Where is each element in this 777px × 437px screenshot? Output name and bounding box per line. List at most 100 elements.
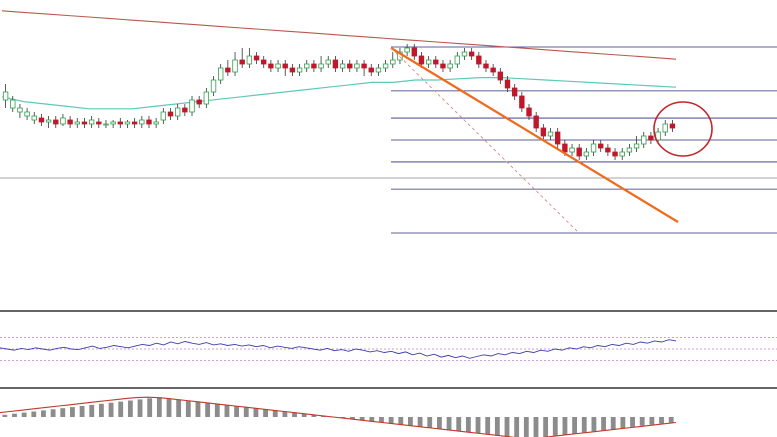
macd-histogram-bar-42 <box>408 417 413 426</box>
candle-body-91 <box>655 131 661 141</box>
macd-histogram-bar-7 <box>70 407 75 417</box>
candle-body-8 <box>60 117 66 125</box>
ema-fast-line <box>1 77 677 110</box>
candle-body-82 <box>590 143 597 153</box>
candle-body-65 <box>468 51 475 57</box>
candle-body-48 <box>347 63 353 69</box>
macd-histogram-bar-57 <box>552 417 558 436</box>
candle-body-72 <box>519 95 525 109</box>
rsi-line <box>0 339 677 359</box>
candle-body-29 <box>210 79 217 93</box>
macd-histogram-bar-11 <box>108 402 114 417</box>
macd-histogram-bar-36 <box>350 417 355 420</box>
macd-histogram-bar-48 <box>465 417 471 433</box>
candle-body-66 <box>476 55 482 65</box>
fibonacci-levels <box>391 46 777 234</box>
macd-histogram-bar-15 <box>147 398 153 417</box>
macd-histogram-bar-49 <box>475 417 481 434</box>
candle-body-19 <box>139 119 145 125</box>
macd-histogram-bar-20 <box>195 401 201 417</box>
macd-histogram-bar-26 <box>253 408 259 417</box>
rsi-panel <box>0 336 777 362</box>
candle-body-6 <box>45 119 52 123</box>
candle-body-75 <box>540 127 547 137</box>
descending-trendline <box>390 47 679 223</box>
candle-body-7 <box>53 119 59 125</box>
macd-histogram-bar-54 <box>523 417 529 437</box>
candle-body-36 <box>261 59 267 65</box>
macd-histogram-bar-52 <box>504 417 510 437</box>
candle-body-67 <box>483 63 489 69</box>
candle-body-37 <box>268 63 274 69</box>
candle-body-62 <box>447 63 453 69</box>
candle-body-92 <box>662 123 668 133</box>
candle-body-28 <box>203 91 210 105</box>
candle-body-71 <box>511 87 518 97</box>
candle-body-89 <box>641 135 647 145</box>
candle-body-26 <box>189 99 195 113</box>
candle-body-45 <box>325 59 331 65</box>
candle-body-51 <box>368 67 374 73</box>
candle-body-69 <box>497 71 504 81</box>
macd-histogram-bar-10 <box>98 403 104 417</box>
macd-histogram-bar-12 <box>118 401 124 417</box>
candle-body-43 <box>311 63 317 69</box>
candle-body-3 <box>24 111 30 117</box>
candle-body-78 <box>562 143 568 153</box>
trendlines <box>390 47 679 233</box>
macd-histogram-bar-28 <box>272 410 278 417</box>
candle-body-53 <box>382 63 389 69</box>
candle-body-64 <box>461 51 468 57</box>
candle-body-50 <box>361 63 367 69</box>
ema-slow-line <box>1 10 677 60</box>
candle-body-88 <box>633 143 640 149</box>
candle-body-4 <box>31 115 37 121</box>
macd-histogram-bar-24 <box>234 406 240 417</box>
macd-histogram-bar-41 <box>398 417 404 425</box>
candle-body-46 <box>332 59 339 69</box>
candle-body-35 <box>253 55 260 61</box>
candle-body-58 <box>418 55 425 65</box>
candle-body-68 <box>490 67 496 73</box>
macd-histogram-bar-63 <box>610 417 616 430</box>
macd-histogram-bar-31 <box>301 413 307 417</box>
macd-histogram-bar-19 <box>185 400 191 417</box>
candle-body-2 <box>17 107 23 113</box>
macd-histogram-bar-47 <box>456 417 462 432</box>
macd-histogram-bar-66 <box>639 417 645 426</box>
macd-histogram-bar-68 <box>659 417 664 424</box>
macd-histogram-bar-32 <box>311 414 317 417</box>
macd-histogram-bar-16 <box>156 397 162 417</box>
candle-body-74 <box>533 115 539 129</box>
candle-body-31 <box>225 67 231 73</box>
macd-histogram-bar-55 <box>533 417 539 437</box>
macd-histogram-bar-53 <box>514 417 520 437</box>
candle-body-86 <box>619 151 625 157</box>
candle-body-59 <box>425 59 432 65</box>
candle-body-18 <box>131 121 138 125</box>
candle-body-32 <box>232 59 238 73</box>
candle-body-23 <box>167 111 174 117</box>
macd-histogram-bar-64 <box>620 417 626 428</box>
macd-histogram-bar-5 <box>50 409 56 417</box>
candle-body-41 <box>296 67 303 73</box>
macd-histogram-bar-4 <box>41 410 46 417</box>
macd-histogram-bar-59 <box>572 417 578 434</box>
macd-histogram-bar-14 <box>137 399 143 417</box>
candle-body-40 <box>289 67 296 73</box>
candle-body-0 <box>2 91 9 101</box>
macd-histogram-bar-62 <box>601 417 606 431</box>
candle-body-76 <box>547 131 554 137</box>
macd-histogram-bar-8 <box>79 406 85 417</box>
candle-body-39 <box>282 63 288 69</box>
candle-body-24 <box>174 107 181 117</box>
candle-body-57 <box>411 47 417 57</box>
candle-body-93 <box>669 123 676 129</box>
macd-histogram-bar-69 <box>668 417 674 423</box>
macd-histogram-bar-45 <box>436 417 442 430</box>
macd-histogram-bar-44 <box>427 417 433 428</box>
candle-body-30 <box>217 67 224 81</box>
macd-histogram-bar-6 <box>60 408 66 417</box>
